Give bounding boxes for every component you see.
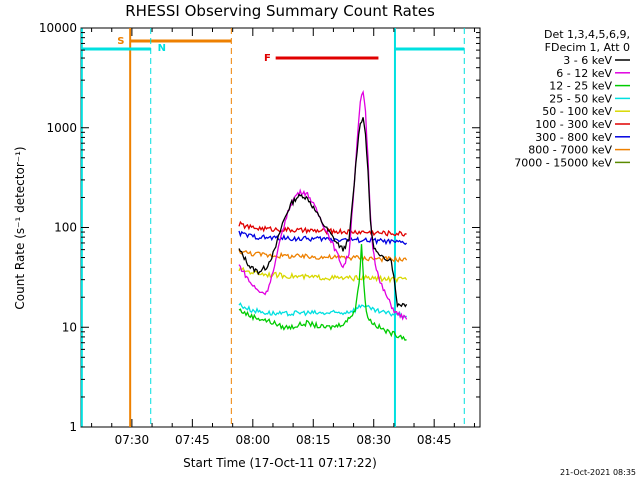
series-line-1 bbox=[238, 89, 408, 321]
x-axis-label: Start Time (17-Oct-11 07:17:22) bbox=[183, 456, 377, 470]
legend: Det 1,3,4,5,6,9, FDecim 1, Att 0 3 - 6 k… bbox=[514, 28, 630, 169]
timestamp-stamp: 21-Oct-2021 08:35 bbox=[560, 468, 636, 477]
x-tick-label: 08:00 bbox=[236, 433, 271, 447]
x-tick-label: 08:15 bbox=[296, 433, 331, 447]
series-line-0 bbox=[238, 117, 408, 308]
y-tick-label: 1000 bbox=[46, 121, 77, 135]
flare-label: F bbox=[264, 53, 271, 64]
legend-entry-label: 6 - 12 keV bbox=[556, 67, 612, 80]
legend-entry-label: 7000 - 15000 keV bbox=[514, 156, 612, 169]
x-tick-label: 08:45 bbox=[417, 433, 452, 447]
series-layer bbox=[238, 89, 408, 341]
legend-entry-label: 100 - 300 keV bbox=[535, 118, 612, 131]
ticks-layer: 07:30 07:45 08:00 08:15 08:30 08:45 1 10 100 1000… bbox=[39, 21, 480, 447]
legend-entry-label: 12 - 25 keV bbox=[549, 80, 612, 93]
series-line-2 bbox=[238, 244, 407, 341]
y-tick-label: 10000 bbox=[39, 21, 77, 35]
series-line-6 bbox=[238, 230, 408, 246]
legend-entry-label: 300 - 800 keV bbox=[535, 131, 612, 144]
legend-header-line-1: Det 1,3,4,5,6,9, bbox=[544, 28, 630, 41]
night-label: N bbox=[158, 43, 166, 54]
y-tick-label: 10 bbox=[62, 320, 77, 334]
plot-frame bbox=[80, 27, 481, 428]
series-line-5 bbox=[238, 220, 407, 237]
y-tick-label: 1 bbox=[69, 420, 77, 434]
series-line-3 bbox=[238, 302, 408, 319]
y-axis-label: Count Rate (s⁻¹ detector⁻¹) bbox=[13, 146, 27, 309]
x-tick-label: 07:30 bbox=[115, 433, 150, 447]
legend-entry-label: 800 - 7000 keV bbox=[528, 144, 612, 157]
y-tick-label: 100 bbox=[54, 221, 77, 235]
x-tick-label: 08:30 bbox=[356, 433, 391, 447]
saa-label: S bbox=[117, 36, 124, 47]
series-line-4 bbox=[238, 266, 408, 284]
legend-entry-label: 50 - 100 keV bbox=[542, 105, 612, 118]
plot-border bbox=[80, 27, 481, 428]
legend-entry-label: 3 - 6 keV bbox=[563, 54, 612, 67]
chart-title: RHESSI Observing Summary Count Rates bbox=[125, 2, 435, 20]
legend-entry-label: 25 - 50 keV bbox=[549, 92, 612, 105]
x-tick-label: 07:45 bbox=[175, 433, 210, 447]
legend-header-line-2: FDecim 1, Att 0 bbox=[545, 41, 630, 54]
flags-layer: S N F bbox=[80, 28, 465, 427]
series-line-7 bbox=[238, 249, 408, 263]
